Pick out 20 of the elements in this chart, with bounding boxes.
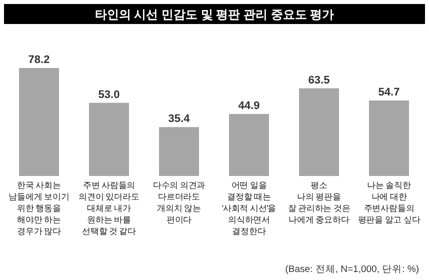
- bar: [369, 100, 409, 176]
- data-label: 78.2: [28, 54, 50, 66]
- x-tick-label: 평소 나의 평판을 잘 관리하는 것은 나에게 중요하다: [288, 180, 351, 224]
- chart-title: 타인의 시선 민감도 및 평판 관리 중요도 평가: [94, 8, 334, 22]
- data-label: 44.9: [238, 100, 260, 112]
- bar: [159, 127, 199, 176]
- bar: [19, 68, 59, 176]
- data-label: 35.4: [168, 113, 191, 126]
- x-tick-label: 나는 솔직한 나에 대한 주변사람들의 평판을 알고 싶다: [358, 180, 421, 224]
- x-tick-label: 주변 사람들의 의견이 있더라도 대체로 내가 원하는 바를 선택할 것 같다: [78, 180, 140, 236]
- bar: [89, 102, 129, 176]
- x-tick-label: 어떤 일을 결정할 때는 '사회적 시선'을 의식하면서 결정한다: [222, 180, 277, 236]
- text: (Base: 전체, N=1,000, 단위: %): [285, 264, 419, 275]
- x-tick-label: 한국 사회는 남들에게 보이기 위한 행동을 해야만 하는 경우가 많다: [8, 180, 70, 236]
- x-tick-label: 다수의 의견과 다르더라도 개의치 않는 편이다: [152, 180, 206, 224]
- data-label: 54.7: [378, 86, 400, 98]
- bar: [299, 88, 339, 176]
- data-label: 53.0: [98, 88, 120, 101]
- data-label: 63.5: [308, 74, 330, 86]
- bar: [229, 114, 269, 176]
